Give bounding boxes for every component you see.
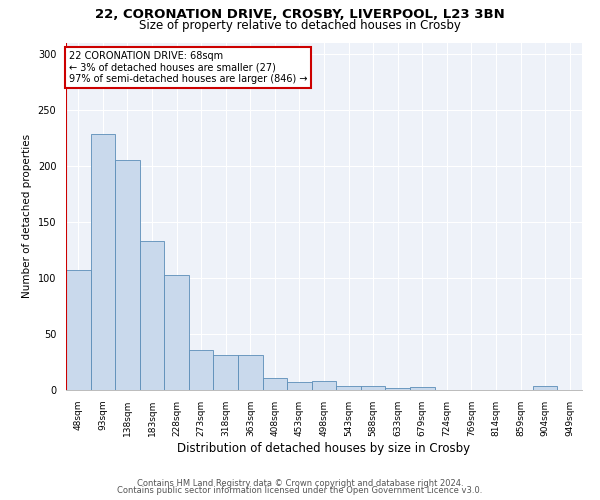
Bar (214, 355, 238, 390)
X-axis label: Distribution of detached houses by size in Crosby: Distribution of detached houses by size … (178, 442, 470, 454)
Bar (410, 386, 434, 390)
Bar (115, 160, 140, 390)
Bar (287, 382, 312, 390)
Y-axis label: Number of detached properties: Number of detached properties (22, 134, 32, 298)
Text: 22 CORONATION DRIVE: 68sqm
← 3% of detached houses are smaller (27)
97% of semi-: 22 CORONATION DRIVE: 68sqm ← 3% of detac… (68, 51, 307, 84)
Bar (238, 355, 263, 390)
Text: 22, CORONATION DRIVE, CROSBY, LIVERPOOL, L23 3BN: 22, CORONATION DRIVE, CROSBY, LIVERPOOL,… (95, 8, 505, 20)
Bar (385, 388, 410, 390)
Bar (312, 381, 336, 390)
Text: Contains HM Land Registry data © Crown copyright and database right 2024.: Contains HM Land Registry data © Crown c… (137, 478, 463, 488)
Bar (263, 378, 287, 390)
Bar (336, 386, 361, 390)
Bar (91, 134, 115, 390)
Bar (533, 386, 557, 390)
Bar (189, 350, 214, 390)
Text: Contains public sector information licensed under the Open Government Licence v3: Contains public sector information licen… (118, 486, 482, 495)
Bar (164, 274, 189, 390)
Bar (140, 241, 164, 390)
Bar (66, 270, 91, 390)
Text: Size of property relative to detached houses in Crosby: Size of property relative to detached ho… (139, 18, 461, 32)
Bar (361, 386, 385, 390)
